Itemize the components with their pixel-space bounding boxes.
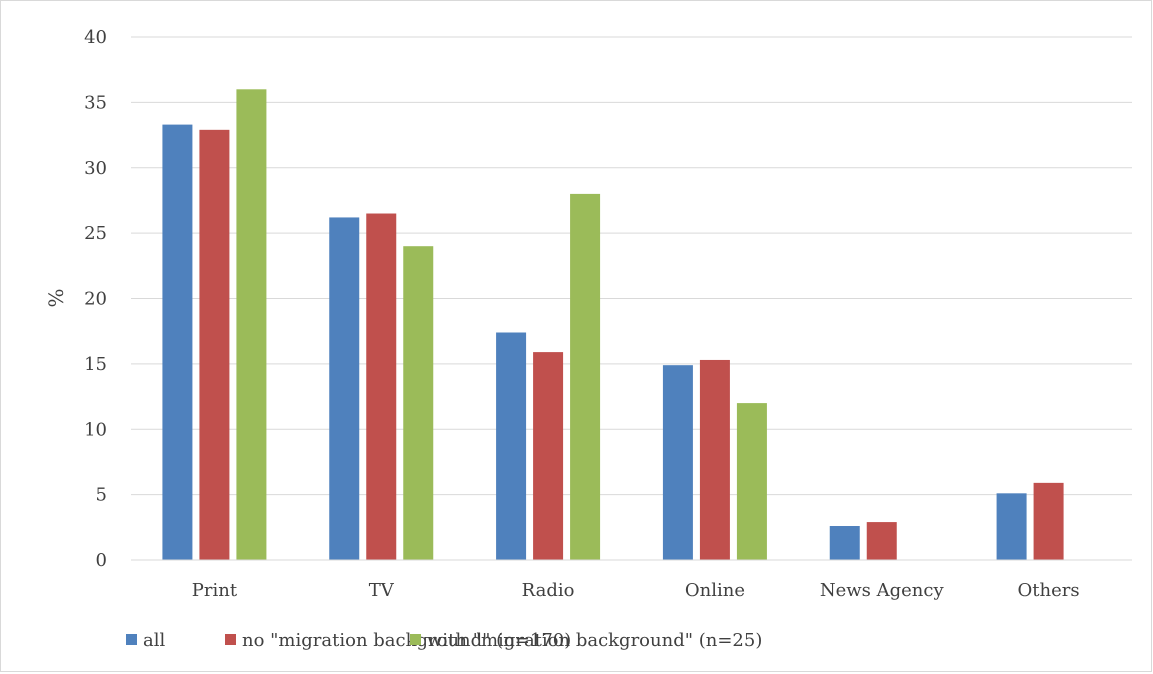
x-axis-ticks: Print TV Radio Online News Agency Others bbox=[192, 580, 1080, 601]
y-tick-label: 20 bbox=[84, 289, 107, 310]
x-tick-label: TV bbox=[369, 580, 395, 601]
bar bbox=[1033, 482, 1064, 560]
legend: all no "migration background" (n=170)with… bbox=[126, 630, 762, 651]
bar bbox=[866, 522, 897, 560]
bar bbox=[662, 365, 693, 560]
y-axis-ticks: 0 5 10 15 20 25 30 35 40 bbox=[84, 27, 107, 571]
y-tick-label: 30 bbox=[84, 158, 107, 179]
x-tick-label: Radio bbox=[522, 580, 575, 601]
bars bbox=[162, 89, 1064, 561]
bar bbox=[162, 124, 193, 560]
bar bbox=[236, 89, 267, 561]
legend-swatch bbox=[225, 634, 236, 645]
bar bbox=[996, 493, 1027, 560]
bar bbox=[699, 359, 730, 560]
bar bbox=[403, 246, 434, 560]
y-tick-label: 10 bbox=[84, 419, 107, 440]
y-tick-label: 5 bbox=[96, 485, 107, 506]
bar bbox=[199, 129, 230, 560]
x-tick-label: Print bbox=[192, 580, 238, 601]
bar bbox=[366, 213, 397, 560]
y-tick-label: 40 bbox=[84, 27, 107, 48]
x-tick-label: News Agency bbox=[820, 580, 945, 601]
x-tick-label: Others bbox=[1018, 580, 1080, 601]
bar bbox=[829, 526, 860, 560]
legend-swatch bbox=[410, 634, 421, 645]
y-tick-label: 35 bbox=[84, 92, 107, 113]
y-axis-title: % bbox=[44, 288, 68, 307]
legend-swatch bbox=[126, 634, 137, 645]
legend-label: with "migration background" (n=25) bbox=[427, 630, 762, 651]
legend-label: all bbox=[143, 630, 165, 651]
y-tick-label: 15 bbox=[84, 354, 107, 375]
legend-label: no "migration background" (n=170) bbox=[242, 630, 571, 651]
bar bbox=[570, 193, 601, 560]
gridlines bbox=[131, 36, 1132, 496]
x-tick-label: Online bbox=[685, 580, 745, 601]
y-tick-label: 25 bbox=[84, 223, 107, 244]
bar bbox=[496, 332, 527, 560]
bar bbox=[736, 403, 767, 560]
bar bbox=[533, 352, 564, 560]
bar bbox=[329, 217, 360, 560]
y-tick-label: 0 bbox=[96, 550, 107, 571]
